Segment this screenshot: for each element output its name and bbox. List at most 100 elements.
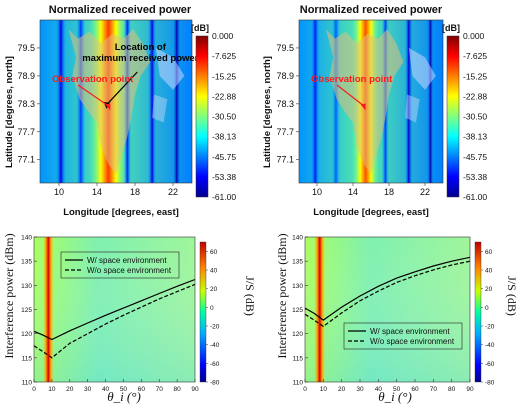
- y-tick-label: 140: [292, 235, 303, 242]
- y-tick-label: 78.9: [17, 71, 35, 81]
- jsr-hot-band: [314, 237, 326, 382]
- annotation-text: Observation point: [311, 74, 393, 85]
- x-tick-label: 50: [393, 386, 401, 393]
- x-tick-label: 80: [448, 386, 456, 393]
- legend-box: [60, 251, 180, 279]
- heatmap-low-band: [426, 20, 434, 183]
- y-tick-label: 125: [21, 307, 32, 314]
- x-tick-label: 10: [54, 187, 64, 197]
- heatmap-title: Normalized received power: [300, 4, 443, 16]
- colorbar-tick-label: 40: [485, 268, 493, 275]
- heatmap-xlabel: Longitude [degrees, east]: [313, 207, 429, 218]
- x-tick-label: 22: [168, 187, 178, 197]
- x-tick-label: 40: [102, 386, 110, 393]
- y-tick-label: 135: [292, 259, 303, 266]
- island-landmass: [326, 29, 404, 174]
- jsr-hot-band: [42, 237, 54, 382]
- legend-label: W/ space environment: [370, 327, 450, 336]
- colorbar-tick-label: -45.75: [212, 152, 236, 162]
- x-tick-label: 50: [120, 386, 128, 393]
- colorbar-tick-label: -80: [485, 380, 495, 387]
- x-tick-label: 18: [384, 187, 394, 197]
- heatmap-low-band: [310, 20, 320, 183]
- heatmap-ylabel: Latitude [degrees, north]: [262, 56, 273, 168]
- colorbar-tick-label: -61.00: [463, 192, 487, 202]
- colorbar-tick-label: 40: [210, 268, 218, 275]
- colorbar-label: J/S (dB): [243, 276, 257, 316]
- y-tick-label: 140: [21, 235, 32, 242]
- y-tick-label: 115: [22, 355, 33, 362]
- colorbar-gradient: [195, 35, 209, 198]
- island-landmass: [408, 47, 436, 90]
- colorbar-tick-label: -80: [210, 380, 220, 387]
- y-tick-label: 110: [293, 380, 304, 387]
- y-tick-label: 130: [21, 283, 32, 290]
- jsr-colorbar: 60 40 20 0 -20 -40 -60 -80: [199, 241, 220, 387]
- heatmap-low-band: [172, 20, 182, 183]
- annotation-arrow: [77, 84, 110, 107]
- colorbar-unit: [dB]: [442, 23, 460, 33]
- x-tick-label: 14: [92, 187, 102, 197]
- island-landmass: [405, 94, 420, 123]
- series-with-space-env: [33, 278, 196, 341]
- interference-y-ticks: 110 115 120 125 130 135 140: [21, 235, 37, 387]
- legend-label: W/ space environment: [87, 256, 167, 265]
- colorbar-tick-label: -15.25: [212, 71, 236, 81]
- colorbar-tick-label: 0: [485, 305, 489, 312]
- x-tick-label: 14: [348, 187, 358, 197]
- y-tick-label: 135: [21, 259, 32, 266]
- heatmap-y-ticks: 79.5 78.9 78.3 77.7 77.1: [276, 43, 299, 165]
- series-without-space-env: [304, 260, 471, 328]
- legend-label: W/o space environment: [87, 266, 172, 275]
- heatmap-plot-area: Observation point: [298, 19, 444, 184]
- x-tick-label: 30: [356, 386, 364, 393]
- colorbar-tick-label: -38.13: [463, 132, 487, 142]
- colorbar-tick-label: -45.75: [463, 152, 487, 162]
- y-tick-label: 78.3: [276, 99, 294, 109]
- series-without-space-env: [33, 283, 196, 359]
- colorbar-label: J/S (dB): [505, 276, 518, 316]
- colorbar-tick-label: -22.88: [463, 91, 487, 101]
- colorbar-tick-label: -30.50: [212, 112, 236, 122]
- annotation-observation-point: Observation point: [52, 74, 134, 111]
- colorbar-tick-label: 20: [485, 286, 493, 293]
- heatmap-low-band: [404, 20, 413, 183]
- colorbar-gradient: [446, 35, 460, 198]
- heatmap-y-ticks: 79.5 78.9 78.3 77.7 77.1: [17, 43, 40, 165]
- y-tick-label: 78.9: [276, 71, 294, 81]
- colorbar-tick-label: 0.000: [463, 31, 485, 41]
- colorbar-tick-label: -7.625: [463, 51, 487, 61]
- x-tick-label: 80: [173, 386, 181, 393]
- colorbar-tick-label: 0: [210, 305, 214, 312]
- colorbar-tick-label: 0.000: [212, 31, 234, 41]
- y-tick-label: 115: [293, 355, 304, 362]
- annotation-arrow: [336, 84, 365, 107]
- heatmap-colorbar: [dB]0.000 -7.625 -15.25 -22.88 -30.50 -38.13 -…: [191, 23, 236, 202]
- interference-xlabel: θ_i (°): [378, 389, 412, 404]
- colorbar-tick-label: -20: [210, 324, 220, 331]
- colorbar-tick-label: -40: [210, 342, 220, 349]
- y-tick-label: 110: [22, 380, 33, 387]
- colorbar-gradient: [474, 241, 482, 383]
- colorbar-tick-label: -7.625: [212, 51, 236, 61]
- heatmap-xlabel: Longitude [degrees, east]: [63, 207, 179, 218]
- island-landmass: [155, 47, 185, 90]
- x-tick-label: 70: [156, 386, 164, 393]
- heatmap-colorbar: [dB]0.000 -7.625 -15.25 -22.88 -30.50 -38.13 -…: [442, 23, 487, 202]
- colorbar-tick-label: 60: [485, 249, 493, 256]
- interference-y-ticks: 110 115 120 125 130 135 140: [292, 235, 308, 387]
- annotation-text: Observation point: [52, 74, 134, 85]
- x-tick-label: 0: [32, 386, 36, 393]
- x-tick-label: 40: [375, 386, 383, 393]
- colorbar-tick-label: -30.50: [463, 112, 487, 122]
- annotation-arrow: [106, 71, 138, 106]
- y-tick-label: 79.5: [276, 43, 294, 53]
- colorbar-tick-label: -38.13: [212, 132, 236, 142]
- y-tick-label: 120: [21, 331, 32, 338]
- heatmap-panel-left: Normalized received power Location ofmax…: [4, 4, 236, 218]
- colorbar-unit: [dB]: [191, 23, 209, 33]
